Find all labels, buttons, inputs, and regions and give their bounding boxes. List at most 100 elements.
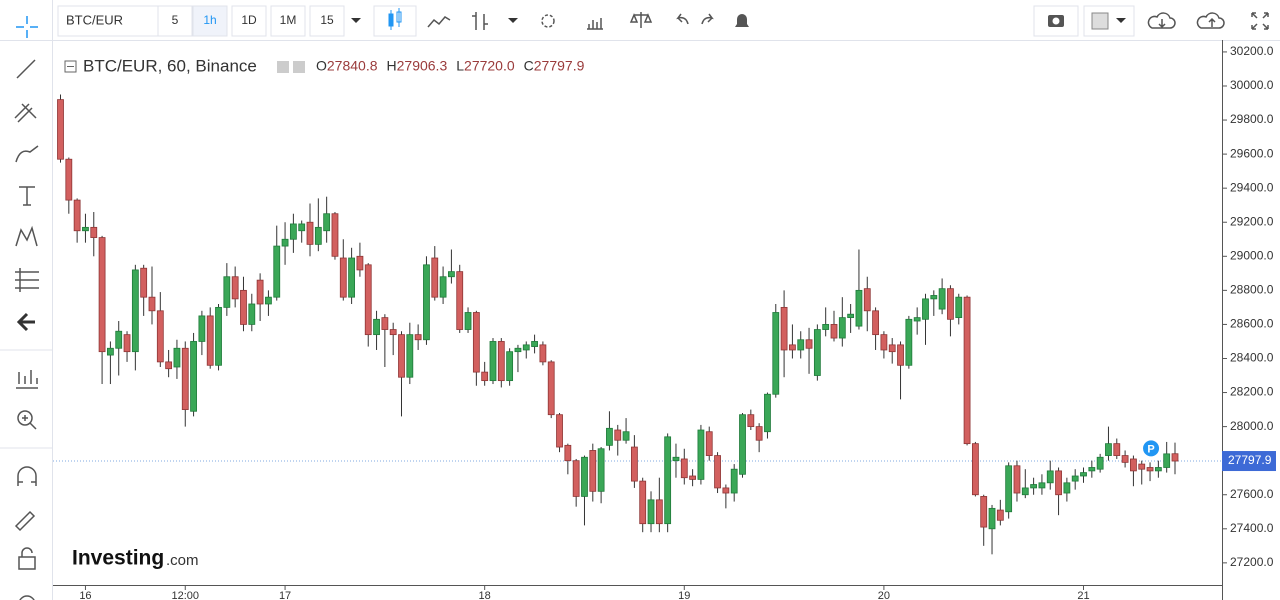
candle-body xyxy=(1046,470,1054,484)
candle-body xyxy=(1163,453,1171,468)
redo-icon[interactable] xyxy=(701,13,714,25)
interval-label[interactable]: 1h xyxy=(203,13,216,27)
candle-body xyxy=(107,347,114,356)
candle-body xyxy=(639,480,647,525)
candle-body xyxy=(838,317,846,339)
candle-body xyxy=(813,329,821,376)
candle-body xyxy=(755,426,763,441)
ohlc-value: 27797.9 xyxy=(534,58,585,74)
candle-body xyxy=(181,347,189,410)
candle-body xyxy=(1030,484,1038,489)
color-dropdown[interactable] xyxy=(1116,18,1126,23)
zoom-tool[interactable] xyxy=(17,410,33,426)
y-tick-label: 28200.0 xyxy=(1230,385,1274,399)
candle-body xyxy=(780,306,788,351)
candle-body xyxy=(1171,453,1179,462)
candle-body xyxy=(514,347,522,353)
settings-chip[interactable] xyxy=(277,61,289,73)
candle-body xyxy=(439,276,447,298)
intervals: 5 1h 1D 1M 15 xyxy=(157,5,345,37)
interval-label[interactable]: 1M xyxy=(280,13,297,27)
ohlc-key: H xyxy=(387,58,397,74)
interval-button[interactable] xyxy=(270,5,306,37)
candle-body xyxy=(938,288,946,310)
candle-body xyxy=(497,341,505,382)
candle-body xyxy=(1096,456,1104,470)
candle-body xyxy=(423,264,430,341)
candle-body xyxy=(256,279,264,305)
line-icon[interactable] xyxy=(427,16,451,28)
fullscreen-icon[interactable] xyxy=(1251,12,1269,30)
y-tick-label: 28400.0 xyxy=(1230,351,1274,365)
candle-body xyxy=(148,296,156,312)
candle-body xyxy=(156,310,164,363)
hide-tools[interactable] xyxy=(16,312,35,332)
interval-button[interactable] xyxy=(309,5,345,37)
candle-body xyxy=(1154,467,1162,472)
close-chip[interactable] xyxy=(293,61,305,73)
candle-body xyxy=(556,414,563,448)
candle-body xyxy=(1130,458,1137,472)
candle-body xyxy=(572,460,580,497)
ohlc-key: C xyxy=(524,58,534,74)
candle-body xyxy=(389,329,397,336)
marker-badge[interactable] xyxy=(1143,440,1160,457)
trendline-tool[interactable] xyxy=(16,59,36,79)
candle-body xyxy=(506,351,514,382)
more-tool[interactable] xyxy=(19,595,35,600)
candle-body xyxy=(971,443,979,496)
left-toolbar xyxy=(0,16,52,600)
lock-draw-tool[interactable] xyxy=(14,510,36,532)
crosshair-tool[interactable] xyxy=(16,16,38,38)
cloud-load-icon[interactable] xyxy=(1147,12,1176,29)
brush-tool[interactable] xyxy=(15,145,39,163)
candle-body xyxy=(65,158,73,201)
candle-body xyxy=(705,431,713,456)
candle-body xyxy=(215,306,222,366)
y-tick-label: 27600.0 xyxy=(1230,487,1274,501)
measure-tool[interactable] xyxy=(16,370,38,389)
collapse-icon[interactable] xyxy=(64,60,77,73)
interval-button[interactable] xyxy=(192,5,228,37)
text-tool[interactable] xyxy=(19,186,35,206)
interval-label[interactable]: 1D xyxy=(241,13,257,27)
interval-button[interactable] xyxy=(157,5,193,37)
ohlc-value: 27720.0 xyxy=(464,58,515,74)
alert-icon[interactable] xyxy=(735,14,749,27)
cloud-save-icon[interactable] xyxy=(1196,12,1225,29)
interval-dropdown[interactable] xyxy=(351,18,361,23)
chart-type-button[interactable] xyxy=(373,5,417,37)
x-tick-label: 12:00 xyxy=(171,590,199,600)
undo-icon[interactable] xyxy=(676,13,689,25)
x-tick-label: 21 xyxy=(1077,590,1089,600)
candle-body xyxy=(431,257,439,298)
y-tick-label: 27400.0 xyxy=(1230,521,1274,535)
logo-brand: Investing xyxy=(72,547,164,570)
type-dropdown[interactable] xyxy=(508,18,518,23)
candle-body xyxy=(963,296,971,445)
candle-body xyxy=(289,223,297,240)
candle-body xyxy=(1021,487,1029,496)
pattern-tool[interactable] xyxy=(15,225,38,247)
interval-label[interactable]: 5 xyxy=(172,13,179,27)
y-tick-label: 30000.0 xyxy=(1230,78,1274,92)
interval-label[interactable]: 15 xyxy=(320,13,334,27)
candle-body xyxy=(464,312,472,330)
symbol-text[interactable]: BTC/EUR xyxy=(66,12,123,27)
x-tick-label: 19 xyxy=(678,590,690,600)
candle-body xyxy=(356,255,364,271)
compare-icon[interactable] xyxy=(629,12,653,28)
indicators-icon[interactable] xyxy=(587,18,603,30)
bars-icon[interactable] xyxy=(472,12,488,30)
settings-icon[interactable] xyxy=(541,14,555,28)
candle-body xyxy=(522,344,530,351)
prediction-tool[interactable] xyxy=(15,268,39,292)
unlock-tool[interactable] xyxy=(18,547,36,570)
candle-body xyxy=(364,264,372,336)
symbol-box[interactable] xyxy=(57,5,161,37)
candle-body xyxy=(489,341,497,382)
magnet-tool[interactable] xyxy=(17,466,37,486)
interval-button[interactable] xyxy=(231,5,267,37)
candle-body xyxy=(905,318,913,366)
pitchfork-tool[interactable] xyxy=(14,103,37,123)
